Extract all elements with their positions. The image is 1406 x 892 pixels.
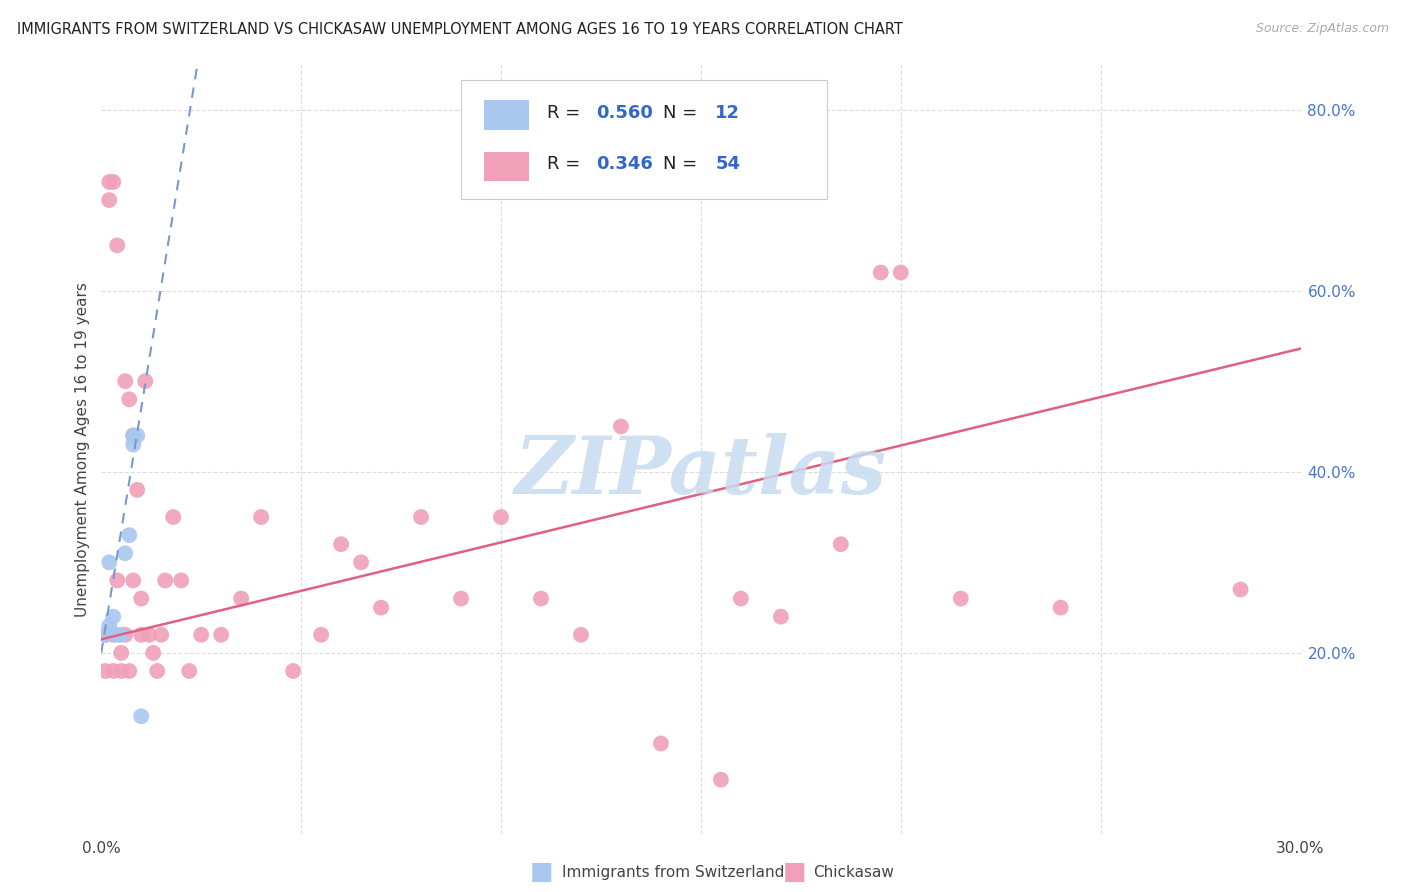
Point bbox=[138, 628, 160, 642]
Point bbox=[118, 528, 141, 542]
Point bbox=[650, 736, 672, 750]
Text: Source: ZipAtlas.com: Source: ZipAtlas.com bbox=[1256, 22, 1389, 36]
Point bbox=[409, 510, 432, 524]
Point bbox=[530, 591, 553, 606]
Text: ■: ■ bbox=[783, 861, 806, 884]
Point bbox=[209, 628, 232, 642]
Point bbox=[114, 546, 136, 560]
Point bbox=[179, 664, 201, 678]
Point bbox=[710, 772, 733, 787]
FancyBboxPatch shape bbox=[461, 79, 827, 199]
Point bbox=[610, 419, 633, 434]
Text: Chickasaw: Chickasaw bbox=[813, 865, 894, 880]
Point bbox=[118, 392, 141, 407]
Point bbox=[281, 664, 304, 678]
Point bbox=[190, 628, 212, 642]
Point bbox=[153, 574, 176, 588]
Point bbox=[103, 609, 125, 624]
Point bbox=[330, 537, 353, 551]
Text: ■: ■ bbox=[530, 861, 553, 884]
Point bbox=[110, 664, 132, 678]
Point bbox=[309, 628, 332, 642]
Point bbox=[250, 510, 273, 524]
Point bbox=[127, 428, 149, 442]
Point bbox=[98, 618, 121, 632]
Point bbox=[122, 428, 145, 442]
Point bbox=[122, 574, 145, 588]
Point bbox=[890, 266, 912, 280]
Y-axis label: Unemployment Among Ages 16 to 19 years: Unemployment Among Ages 16 to 19 years bbox=[75, 282, 90, 616]
Text: Immigrants from Switzerland: Immigrants from Switzerland bbox=[562, 865, 785, 880]
Point bbox=[350, 555, 373, 569]
Point bbox=[114, 374, 136, 388]
Point bbox=[103, 628, 125, 642]
Point bbox=[122, 437, 145, 451]
Point bbox=[105, 238, 128, 252]
FancyBboxPatch shape bbox=[484, 101, 530, 129]
Text: 0.560: 0.560 bbox=[596, 103, 654, 121]
Point bbox=[103, 664, 125, 678]
Point bbox=[370, 600, 392, 615]
Point bbox=[162, 510, 184, 524]
Point bbox=[118, 664, 141, 678]
Point bbox=[110, 646, 132, 660]
Point bbox=[142, 646, 165, 660]
Point bbox=[231, 591, 253, 606]
Text: R =: R = bbox=[547, 103, 586, 121]
Point bbox=[114, 628, 136, 642]
Point bbox=[730, 591, 752, 606]
Text: 12: 12 bbox=[716, 103, 741, 121]
Text: IMMIGRANTS FROM SWITZERLAND VS CHICKASAW UNEMPLOYMENT AMONG AGES 16 TO 19 YEARS : IMMIGRANTS FROM SWITZERLAND VS CHICKASAW… bbox=[17, 22, 903, 37]
Text: ZIPatlas: ZIPatlas bbox=[515, 434, 887, 511]
Point bbox=[105, 628, 128, 642]
Point bbox=[129, 591, 152, 606]
Point bbox=[98, 175, 121, 189]
Point bbox=[1229, 582, 1251, 597]
Point bbox=[94, 628, 117, 642]
Point bbox=[127, 483, 149, 497]
Point bbox=[869, 266, 891, 280]
Point bbox=[949, 591, 972, 606]
Point bbox=[489, 510, 512, 524]
Point bbox=[98, 193, 121, 207]
Text: N =: N = bbox=[662, 155, 703, 173]
Point bbox=[129, 628, 152, 642]
Point bbox=[105, 574, 128, 588]
Point bbox=[1049, 600, 1071, 615]
Point bbox=[150, 628, 173, 642]
Point bbox=[129, 709, 152, 723]
Point bbox=[103, 175, 125, 189]
Point bbox=[450, 591, 472, 606]
Point bbox=[134, 374, 156, 388]
Point bbox=[94, 664, 117, 678]
Text: N =: N = bbox=[662, 103, 703, 121]
Point bbox=[769, 609, 792, 624]
Text: 54: 54 bbox=[716, 155, 741, 173]
Point bbox=[170, 574, 193, 588]
Point bbox=[830, 537, 852, 551]
Text: R =: R = bbox=[547, 155, 586, 173]
Point bbox=[94, 628, 117, 642]
Point bbox=[110, 628, 132, 642]
Point bbox=[98, 555, 121, 569]
Point bbox=[122, 428, 145, 442]
FancyBboxPatch shape bbox=[484, 152, 530, 181]
Text: 0.346: 0.346 bbox=[596, 155, 654, 173]
Point bbox=[569, 628, 592, 642]
Point bbox=[146, 664, 169, 678]
